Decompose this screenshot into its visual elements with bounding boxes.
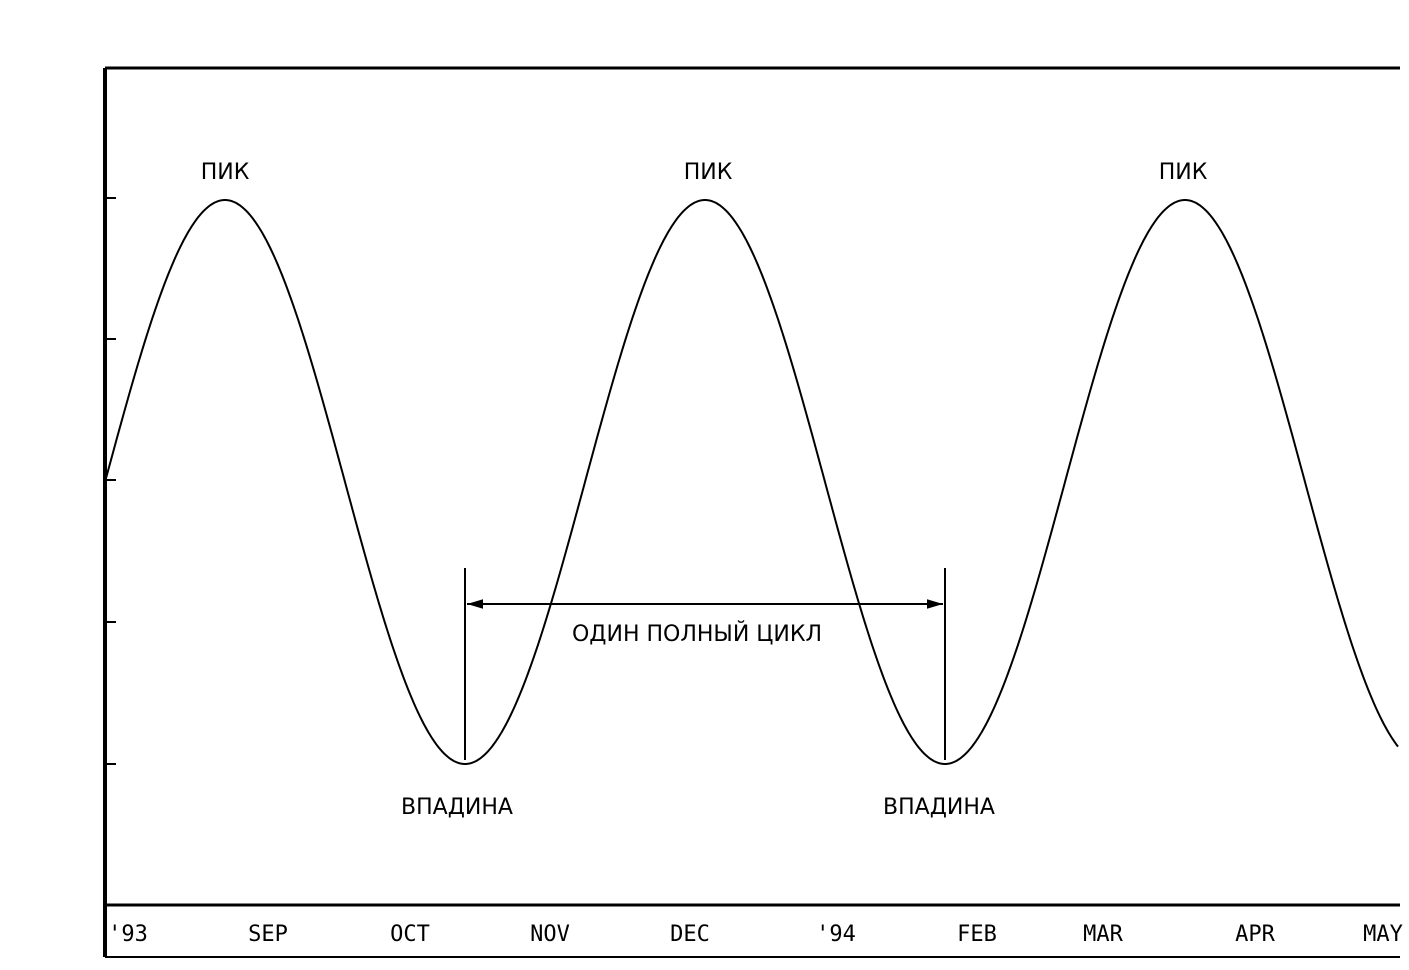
x-axis-label: DEC bbox=[670, 922, 710, 947]
peak-label: ПИК bbox=[201, 160, 250, 185]
peak-label: ПИК bbox=[1159, 160, 1208, 185]
peak-label: ПИК bbox=[684, 160, 733, 185]
x-axis-label: NOV bbox=[530, 922, 570, 947]
x-axis-label: APR bbox=[1235, 922, 1275, 947]
x-axis-label: SEP bbox=[248, 922, 288, 947]
sine-wave bbox=[105, 199, 1399, 765]
x-axis-label: MAY bbox=[1363, 922, 1403, 947]
trough-label: ВПАДИНА bbox=[883, 795, 995, 820]
y-ticks bbox=[105, 197, 116, 765]
x-axis-label: MAR bbox=[1083, 922, 1123, 947]
x-axis-label: '93 bbox=[108, 922, 148, 947]
x-axis-label: OCT bbox=[390, 922, 430, 947]
x-axis-label: FEB bbox=[957, 922, 997, 947]
cycle-label: ОДИН ПОЛНЫЙ ЦИКЛ bbox=[572, 621, 822, 647]
trough-label: ВПАДИНА bbox=[401, 795, 513, 820]
x-axis-label: '94 bbox=[816, 922, 856, 947]
